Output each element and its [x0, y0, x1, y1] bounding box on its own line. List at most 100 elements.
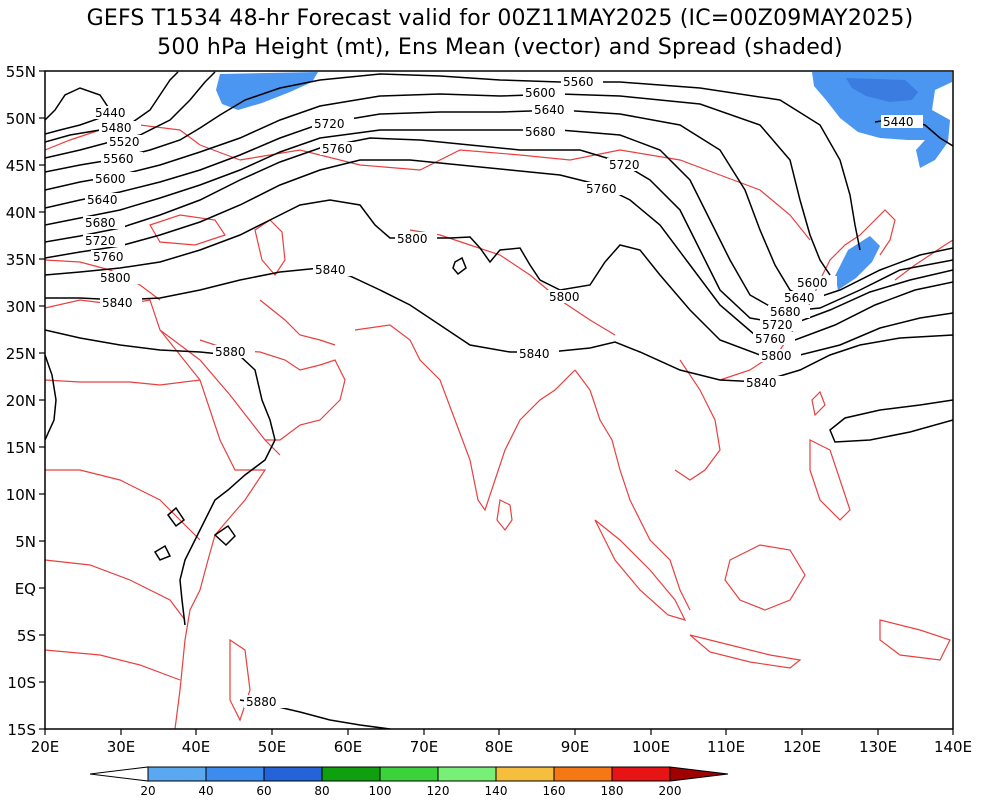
contour-label: 5880	[246, 695, 277, 709]
lon-label: 130E	[859, 738, 897, 756]
spread-patch-darker	[846, 78, 918, 102]
contour-5880	[45, 329, 276, 626]
lat-label: 50N	[6, 110, 36, 128]
philippines	[809, 439, 851, 521]
colorbar-label: 40	[198, 784, 213, 798]
lon-label: 40E	[182, 738, 211, 756]
contour-africa-loop-1	[166, 506, 186, 528]
colorbar-bin	[437, 766, 497, 782]
colorbar-bin	[553, 766, 613, 782]
contour-5800	[45, 199, 953, 356]
contour-label: 5840	[102, 296, 133, 310]
lat-label: 5N	[15, 533, 36, 551]
lat-label: 15N	[6, 439, 36, 457]
plot-subtitle: 500 hPa Height (mt), Ens Mean (vector) a…	[157, 35, 843, 60]
plot-title: GEFS T1534 48-hr Forecast valid for 00Z1…	[86, 6, 914, 31]
lat-label: 15S	[7, 721, 36, 739]
contour-label: 5760	[93, 250, 124, 264]
lon-label: 90E	[561, 738, 590, 756]
axis-ticks	[39, 70, 954, 735]
longitude-labels: 20E 30E 40E 50E 60E 70E 80E 90E 100E 110…	[31, 738, 972, 756]
contour-label: 5840	[315, 263, 346, 277]
contour-label: 5720	[609, 158, 640, 172]
contour-5840	[45, 267, 953, 383]
contour-5520	[45, 71, 216, 159]
contour-label: 5760	[755, 332, 786, 346]
contour-label: 5760	[586, 182, 617, 196]
lat-label: 45N	[6, 157, 36, 175]
contour-label: 5480	[101, 121, 132, 135]
contour-5600	[45, 93, 831, 276]
india-coast	[354, 324, 576, 512]
contour-label: 5680	[525, 125, 556, 139]
colorbar-label: 140	[485, 784, 508, 798]
colorbar-bin	[495, 766, 555, 782]
arabia-coast	[199, 339, 346, 441]
colorbar-label: 200	[659, 784, 682, 798]
colorbar-bin	[611, 766, 671, 782]
contour-label: 5720	[314, 117, 345, 131]
contour-label: 5560	[103, 152, 134, 166]
colorbar-bin	[147, 766, 207, 782]
colorbar-label: 180	[601, 784, 624, 798]
mediterranean	[45, 259, 161, 301]
taiwan	[811, 390, 826, 417]
colorbar-label: 80	[314, 784, 329, 798]
sumatra	[594, 519, 687, 621]
lon-label: 140E	[934, 738, 972, 756]
lat-label: 55N	[6, 63, 36, 81]
africa-interior-1	[45, 379, 201, 386]
contour-label: 5760	[322, 142, 353, 156]
contour-label: 5840	[519, 347, 550, 361]
himalaya-border	[409, 229, 616, 336]
lon-label: 60E	[334, 738, 363, 756]
contour-5800-loop	[452, 256, 467, 276]
lat-label: 35N	[6, 251, 36, 269]
contour-labels: 5440 5480 5520 5560 5600 5640 5680 5720 …	[83, 75, 923, 709]
colorbar-label: 160	[543, 784, 566, 798]
srilanka	[496, 499, 513, 532]
lat-label: 40N	[6, 204, 36, 222]
indochina-coast	[574, 369, 691, 611]
contour-label: 5800	[549, 290, 580, 304]
lat-label: 10S	[7, 674, 36, 692]
korea	[859, 209, 896, 256]
contour-label: 5720	[762, 318, 793, 332]
spread-patch-north	[216, 72, 318, 110]
contour-africa-loop-2	[213, 524, 236, 547]
colorbar	[89, 766, 729, 782]
colorbar-bin	[321, 766, 381, 782]
coastlines	[45, 124, 953, 729]
latitude-labels: 55N 50N 45N 40N 35N 30N 25N 20N 15N 10N …	[6, 63, 36, 739]
contour-label: 5640	[534, 103, 565, 117]
contour-label: 5720	[85, 234, 116, 248]
lon-label: 50E	[258, 738, 287, 756]
persian-gulf	[259, 299, 336, 346]
spread-patch-east	[835, 236, 880, 290]
contour-label: 5800	[397, 232, 428, 246]
contour-5560	[45, 73, 861, 251]
lat-label: 25N	[6, 345, 36, 363]
contour-label: 5640	[784, 291, 815, 305]
lon-label: 110E	[707, 738, 745, 756]
colorbar-label: 20	[140, 784, 155, 798]
contour-label: 5800	[761, 349, 792, 363]
colorbar-label: 100	[369, 784, 392, 798]
caspian	[254, 219, 286, 276]
contour-label: 5600	[95, 172, 126, 186]
contour-5480	[45, 71, 179, 143]
colorbar-label: 120	[427, 784, 450, 798]
lon-label: 20E	[31, 738, 60, 756]
map-frame	[44, 70, 954, 730]
java	[689, 634, 802, 669]
lon-label: 120E	[783, 738, 821, 756]
contour-label: 5680	[85, 216, 116, 230]
contour-west-edge	[45, 354, 57, 441]
japan	[894, 239, 953, 281]
contour-label: 5600	[525, 86, 556, 100]
africa-coast	[45, 299, 267, 729]
contour-5440-west	[45, 87, 112, 135]
lat-label: 5S	[17, 627, 36, 645]
lat-label: 30N	[6, 298, 36, 316]
